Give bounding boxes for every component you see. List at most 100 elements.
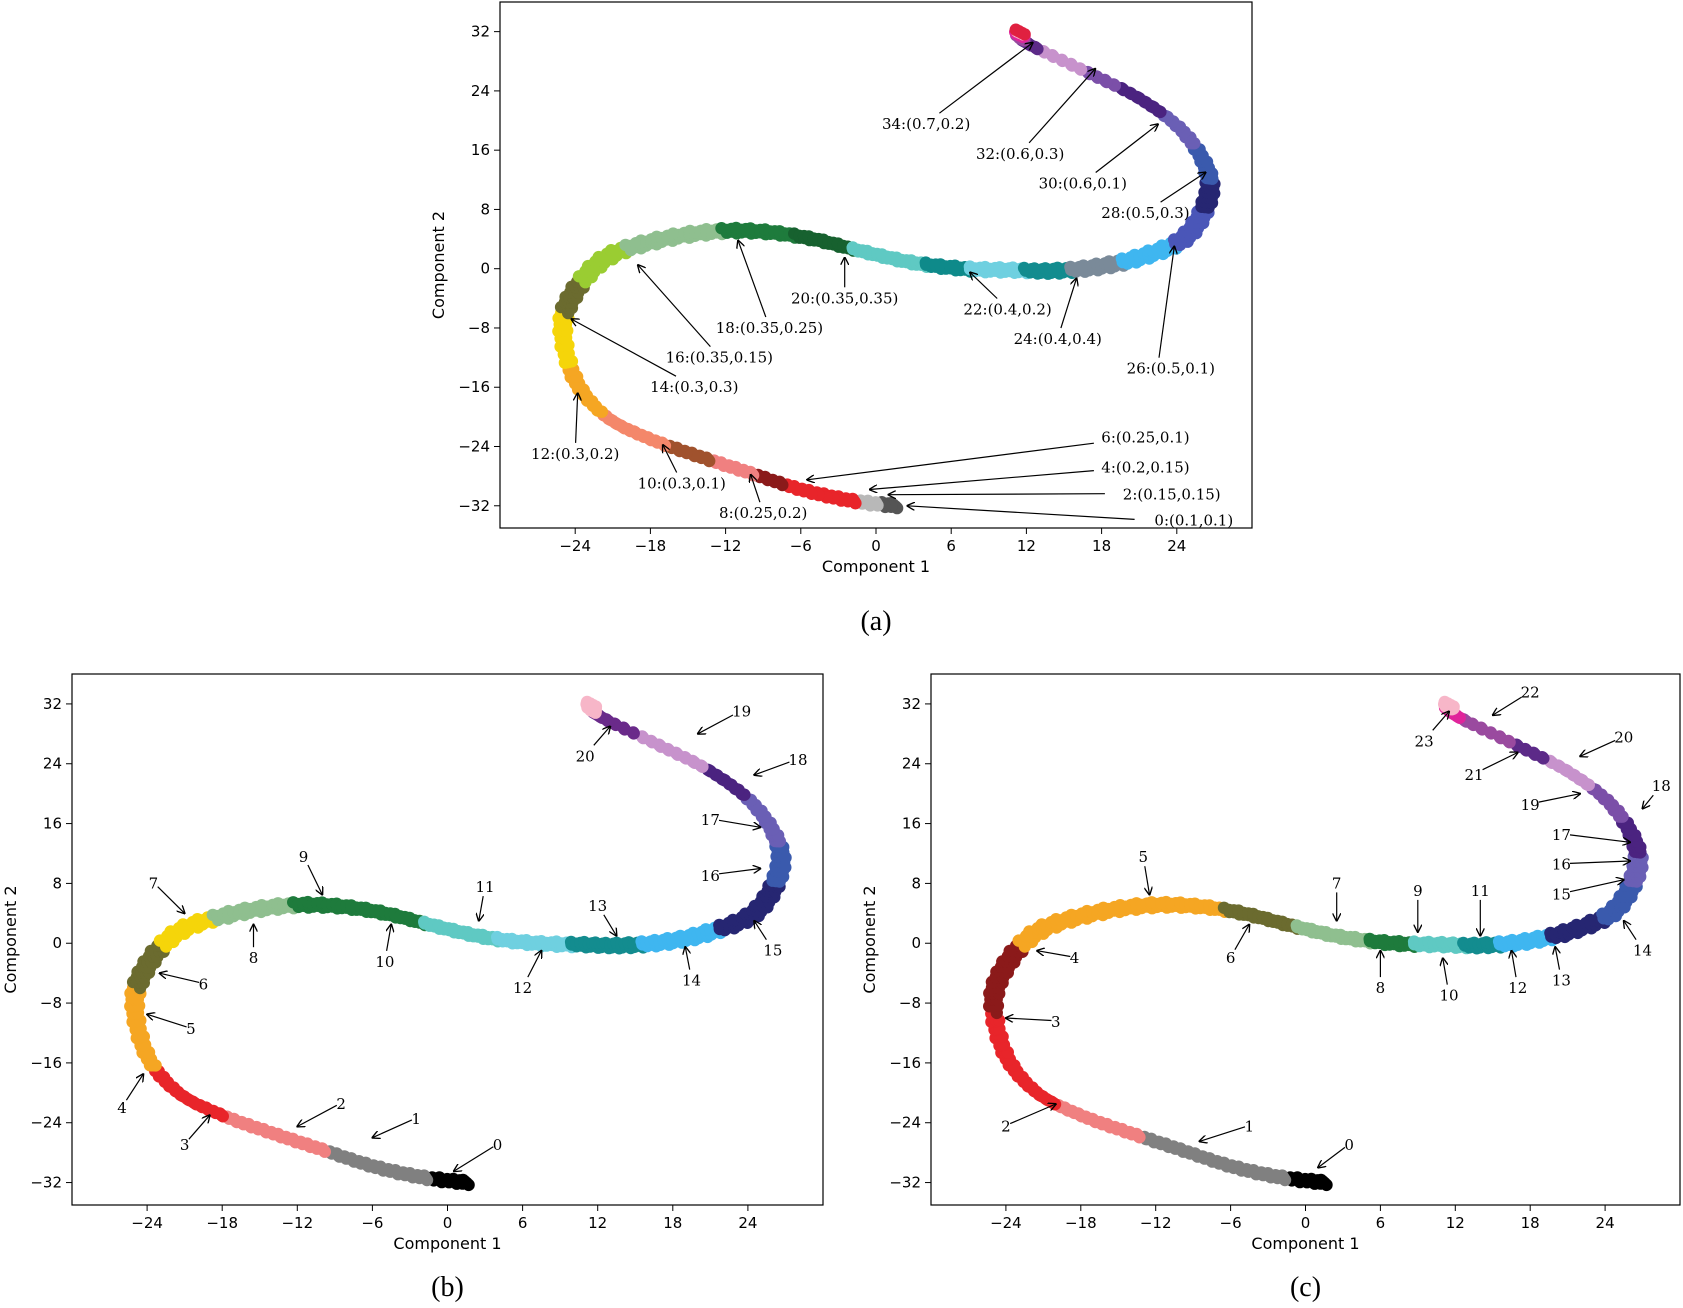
annotation-label: 22 [1521,684,1540,702]
annotation-arrow [1643,794,1654,808]
annotation-arrow [663,445,678,473]
annotation-arrow [1624,921,1637,941]
annotation-label: 0 [493,1136,503,1154]
annotation-label: 6:(0.25,0.1) [1101,429,1189,447]
annotation-label: 6 [199,975,209,993]
annotation-label: 12 [1508,979,1527,997]
y-tick-label: 0 [480,260,490,278]
y-axis-label: Component 2 [429,211,448,319]
annotation-arrow [1482,753,1518,771]
annotation-label: 12 [513,979,532,997]
annotation-arrow [870,470,1094,490]
annotation-arrow [1512,951,1517,978]
x-axis-label: Component 1 [393,1234,501,1253]
annotation-label: 14:(0.3,0.3) [650,378,738,396]
annotation-arrow [593,726,610,746]
y-tick-label: −8 [468,319,490,337]
annotation-label: 16 [701,867,720,885]
annotation-arrow [698,714,734,734]
y-tick-label: 24 [471,82,490,100]
y-tick-label: −8 [899,994,921,1012]
annotation-arrow [718,869,760,875]
annotation-arrow [157,886,185,914]
y-tick-label: −8 [40,994,62,1012]
x-tick-label: −6 [790,537,812,555]
annotation-label: 10:(0.3,0.1) [638,475,726,493]
annotation-arrow [1318,1146,1346,1167]
y-tick-label: −24 [889,1114,921,1132]
y-tick-label: 16 [471,141,490,159]
annotation-arrow [1443,958,1448,985]
annotation-arrow [754,921,767,941]
annotation-arrow [307,864,322,895]
y-tick-label: −16 [458,378,490,396]
annotation-label: 4:(0.2,0.15) [1101,458,1189,476]
x-tick-label: 6 [518,1214,528,1232]
y-tick-label: −16 [30,1054,62,1072]
panel-caption: (c) [1290,1272,1321,1303]
y-tick-label: 24 [902,755,921,773]
x-tick-label: −12 [281,1214,313,1232]
y-tick-label: −24 [458,438,490,456]
annotation-label: 8 [1376,979,1386,997]
annotation-arrow [889,494,1105,495]
annotation-label: 14 [682,972,701,990]
annotation-label: 14 [1633,942,1652,960]
annotation-label: 17 [701,811,720,829]
annotation-arrow [372,1119,413,1138]
y-tick-label: −32 [889,1174,921,1192]
annotation-arrow [1555,947,1559,970]
y-axis-label: Component 2 [860,885,879,993]
annotation-arrow [387,925,392,952]
annotation-arrow [754,761,790,775]
y-tick-label: 16 [43,815,62,833]
x-tick-label: −18 [206,1214,238,1232]
data-point [1447,700,1460,713]
annotation-label: 7 [149,874,159,892]
annotation-label: 3 [180,1136,190,1154]
x-axis-label: Component 1 [1251,1234,1359,1253]
annotation-arrow [807,442,1094,480]
annotation-label: 30:(0.6,0.1) [1039,175,1127,193]
y-tick-label: 32 [902,695,921,713]
annotation-label: 23 [1415,732,1434,750]
annotation-label: 18:(0.35,0.25) [716,319,823,337]
annotation-label: 18 [1652,777,1671,795]
y-axis-label: Component 2 [1,885,20,993]
annotation-arrow [603,914,617,936]
annotation-arrow [576,393,578,443]
annotation-label: 16:(0.35,0.15) [666,349,773,367]
data-point [1065,59,1079,72]
annotation-label: 20 [576,747,595,765]
annotation-label: 8 [249,949,259,967]
scatter-points [552,23,1221,515]
annotation-label: 13 [1552,972,1571,990]
x-tick-label: 12 [1446,1214,1465,1232]
y-tick-label: 16 [902,815,921,833]
annotation-label: 0:(0.1,0.1) [1154,512,1233,530]
scatter-points [124,695,792,1192]
x-tick-label: 18 [663,1214,682,1232]
annotation-arrow [1095,124,1158,173]
annotation-arrow [1569,880,1624,893]
x-tick-label: 0 [871,537,881,555]
annotation-label: 28:(0.5,0.3) [1101,204,1189,222]
x-axis-label: Component 1 [822,557,930,576]
annotation-label: 4 [117,1099,127,1117]
data-point [1494,731,1508,745]
annotation-label: 12:(0.3,0.2) [531,445,619,463]
annotation-arrow [1199,1126,1246,1142]
panel-caption: (b) [431,1272,464,1303]
annotation-arrow [1569,861,1630,863]
annotation-arrow [147,1014,187,1028]
annotation-label: 11 [1471,882,1490,900]
y-tick-label: 0 [911,934,921,952]
annotation-arrow [1006,1018,1052,1021]
annotation-label: 2:(0.15,0.15) [1123,486,1221,504]
x-tick-label: 12 [588,1214,607,1232]
x-tick-label: 0 [443,1214,453,1232]
